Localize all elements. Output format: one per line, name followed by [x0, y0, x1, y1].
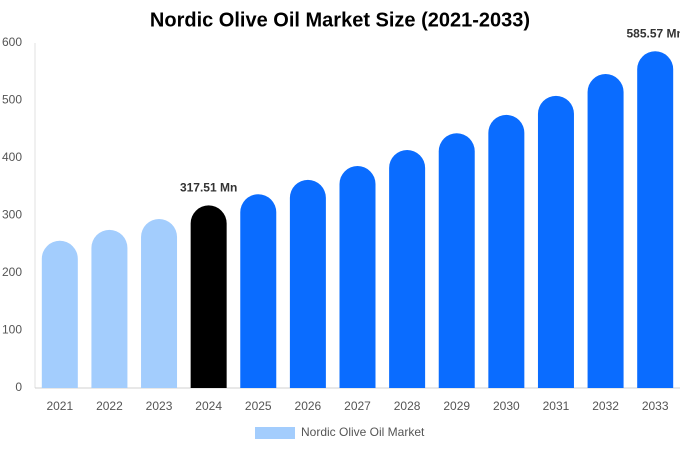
bar — [438, 133, 475, 388]
y-tick-label: 400 — [2, 150, 22, 164]
legend-label: Nordic Olive Oil Market — [301, 425, 425, 439]
x-tick-label: 2024 — [195, 399, 222, 413]
x-tick-label: 2023 — [146, 399, 173, 413]
bar — [190, 205, 227, 388]
x-tick-label: 2028 — [394, 399, 421, 413]
bar — [637, 51, 674, 389]
x-tick-label: 2027 — [344, 399, 371, 413]
x-tick-label: 2025 — [245, 399, 272, 413]
y-tick-label: 100 — [2, 323, 22, 337]
x-tick-label: 2032 — [592, 399, 619, 413]
y-tick-label: 500 — [2, 93, 22, 107]
x-tick-label: 2026 — [295, 399, 322, 413]
y-tick-label: 600 — [2, 35, 22, 49]
x-tick-label: 2022 — [96, 399, 123, 413]
data-label: 585.57 Mn — [627, 26, 680, 40]
x-tick-label: 2030 — [493, 399, 520, 413]
x-tick-label: 2033 — [642, 399, 669, 413]
legend-swatch — [255, 427, 295, 439]
bar — [240, 194, 277, 388]
data-label: 317.51 Mn — [180, 181, 237, 195]
y-tick-label: 200 — [2, 265, 22, 279]
bar — [339, 166, 376, 388]
x-tick-label: 2031 — [543, 399, 570, 413]
bar — [41, 240, 78, 388]
bar — [488, 114, 525, 389]
x-tick-label: 2021 — [46, 399, 73, 413]
y-tick-label: 300 — [2, 208, 22, 222]
bar — [389, 149, 426, 388]
bar — [91, 229, 128, 388]
bar — [537, 95, 574, 389]
bar — [289, 179, 326, 388]
x-tick-label: 2029 — [443, 399, 470, 413]
chart-title: Nordic Olive Oil Market Size (2021-2033) — [150, 9, 530, 31]
bar — [587, 74, 624, 389]
bar — [141, 218, 178, 388]
y-tick-label: 0 — [15, 380, 22, 394]
